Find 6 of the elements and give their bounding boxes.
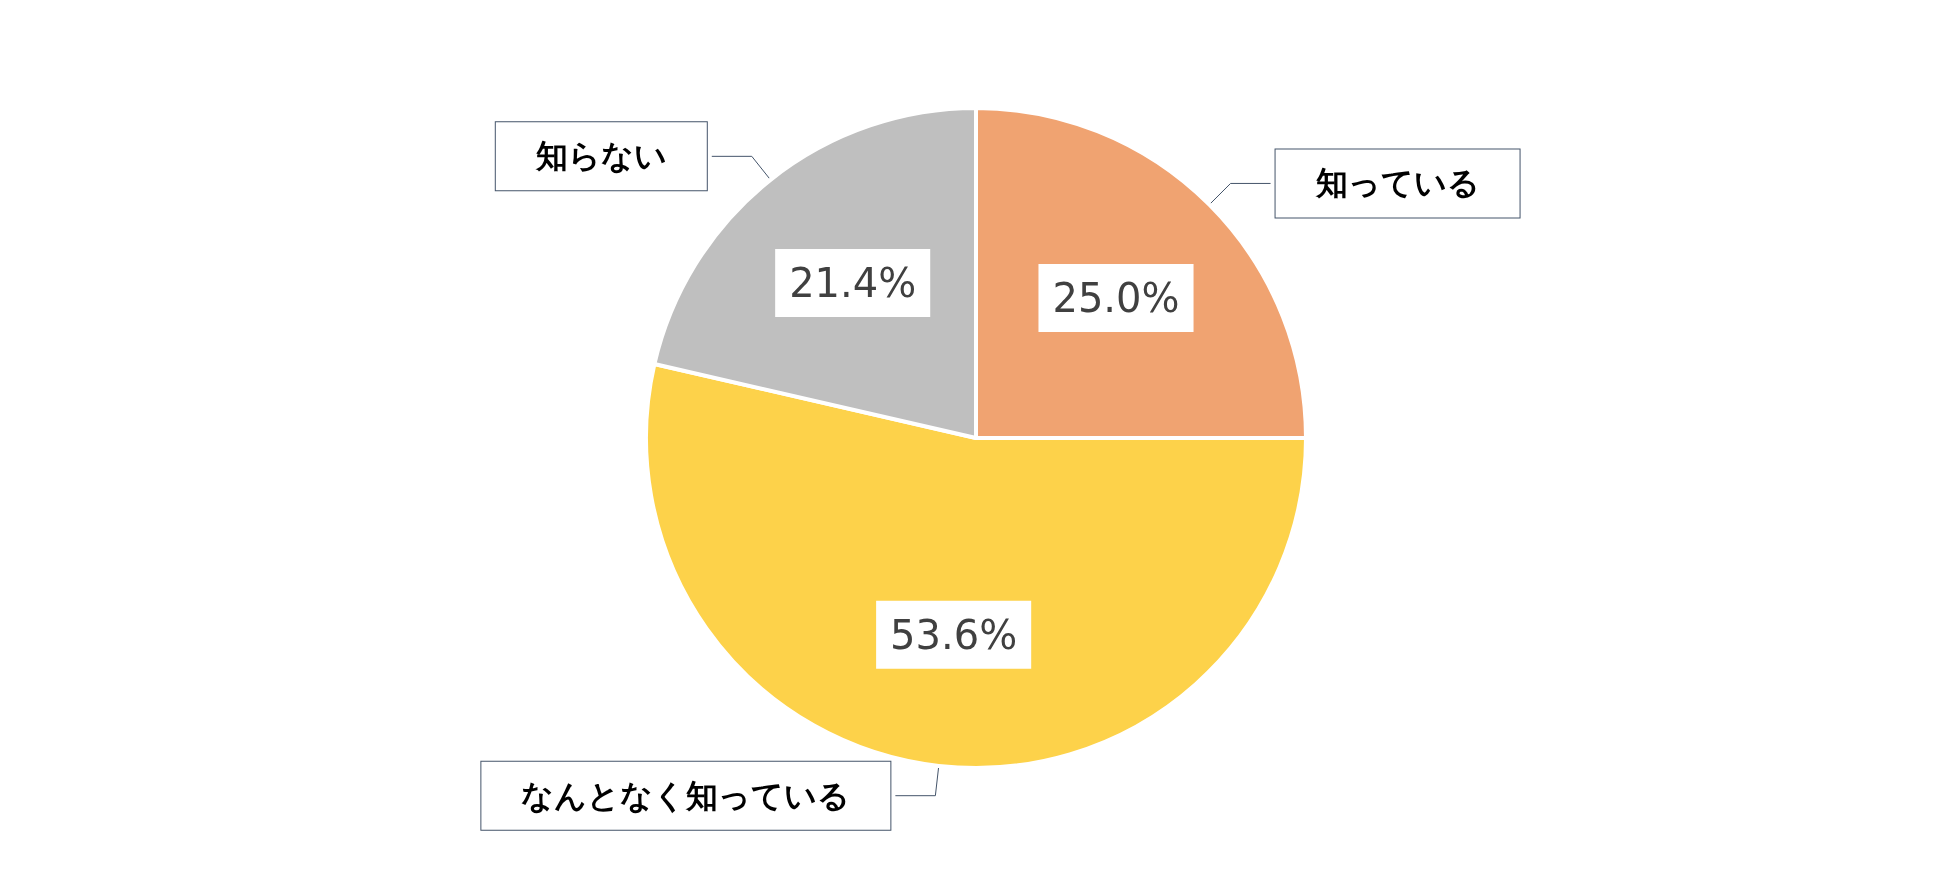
slice-label: 知らない xyxy=(534,137,667,176)
data-label: 25.0% xyxy=(1052,274,1180,321)
data-label: 53.6% xyxy=(890,611,1018,658)
slice-label: 知っている xyxy=(1314,164,1480,203)
data-label: 21.4% xyxy=(789,260,917,307)
slice-label: なんとなく知っている xyxy=(521,776,851,815)
